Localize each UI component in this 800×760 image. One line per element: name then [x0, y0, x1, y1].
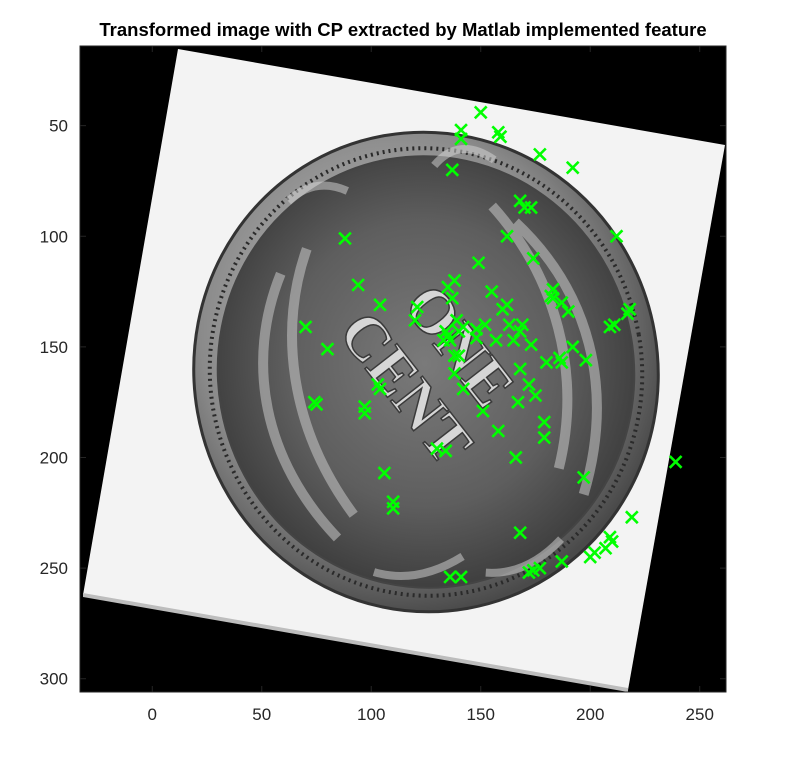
- x-tick-label: 100: [357, 705, 385, 724]
- x-tick-label: 200: [576, 705, 604, 724]
- y-tick-label: 300: [40, 670, 68, 689]
- coin-shadow: [83, 593, 628, 692]
- control-point-marker: [668, 455, 683, 469]
- control-point-marker: [508, 450, 523, 465]
- control-point-marker: [537, 430, 552, 445]
- control-point-marker: [506, 333, 521, 348]
- y-tick-label: 150: [40, 338, 68, 357]
- control-point-marker: [454, 123, 468, 137]
- chart-title: Transformed image with CP extracted by M…: [99, 19, 706, 40]
- x-tick-label: 50: [252, 705, 271, 724]
- y-tick-label: 100: [40, 227, 68, 246]
- control-point-marker: [473, 105, 488, 120]
- control-point-marker: [408, 313, 422, 328]
- control-point-marker: [598, 541, 613, 556]
- control-point-marker: [469, 322, 484, 337]
- y-axis: 50 100 150 200 250 300: [40, 117, 726, 689]
- control-point-marker: [357, 406, 372, 421]
- control-point-marker: [452, 348, 466, 363]
- control-point-marker: [583, 550, 598, 564]
- control-point-marker: [576, 470, 591, 485]
- control-point-marker: [533, 147, 547, 162]
- coin: ONE CENT: [192, 130, 660, 614]
- control-point-marker: [445, 291, 460, 306]
- control-point-marker: [554, 355, 569, 370]
- control-point-marker: [524, 337, 538, 352]
- control-point-marker: [528, 388, 543, 403]
- control-point-marker: [609, 229, 624, 244]
- control-point-marker: [603, 320, 617, 334]
- control-point-marker: [495, 302, 510, 317]
- control-point-marker: [469, 331, 484, 345]
- coin-edge-dots: [207, 146, 645, 598]
- control-point-marker: [489, 333, 503, 348]
- control-point-marker: [338, 231, 352, 246]
- control-point-marker: [447, 348, 462, 363]
- control-point-marker: [493, 129, 508, 144]
- control-point-marker: [443, 570, 457, 584]
- control-point-marker: [320, 342, 335, 356]
- control-point-marker: [500, 229, 514, 244]
- control-point-marker: [513, 525, 527, 540]
- control-point-marker: [561, 304, 576, 319]
- control-point-marker: [624, 510, 639, 525]
- control-point-marker: [484, 284, 499, 299]
- control-point-marker: [447, 273, 462, 288]
- control-point-marker: [579, 353, 593, 367]
- control-point-marker: [526, 563, 541, 578]
- control-point-marker: [565, 160, 580, 175]
- marker-layer: [298, 105, 683, 584]
- control-point-marker: [533, 561, 547, 575]
- control-point-marker: [309, 397, 324, 412]
- control-point-marker: [351, 278, 365, 292]
- x-axis: 0 50 100 150 200 250: [148, 46, 714, 724]
- control-point-marker: [373, 382, 387, 396]
- control-point-marker: [515, 317, 530, 332]
- control-point-marker: [491, 424, 506, 438]
- control-point-marker: [554, 554, 569, 569]
- control-point-marker: [513, 194, 527, 208]
- control-point-marker: [511, 395, 525, 410]
- control-point-marker: [537, 415, 552, 429]
- control-point-marker: [386, 501, 400, 516]
- control-point-marker: [476, 404, 490, 418]
- control-point-marker: [539, 355, 554, 370]
- control-point-marker: [513, 324, 527, 339]
- x-tick-label: 250: [686, 705, 714, 724]
- control-point-marker: [478, 317, 492, 332]
- control-point-marker: [298, 320, 313, 334]
- control-point-marker: [546, 282, 560, 297]
- y-tick-label: 200: [40, 448, 68, 467]
- control-point-marker: [522, 377, 536, 392]
- coin-wreath: [258, 202, 602, 542]
- y-tick-label: 50: [49, 117, 68, 136]
- y-tick-label: 250: [40, 559, 68, 578]
- x-tick-label: 0: [148, 705, 157, 724]
- control-point-marker: [554, 295, 569, 310]
- image-area: ONE CENT: [80, 46, 726, 692]
- control-point-marker: [410, 300, 425, 314]
- control-point-marker: [543, 289, 558, 303]
- control-point-marker: [565, 340, 580, 354]
- control-point-marker: [447, 366, 462, 381]
- control-point-marker: [526, 251, 541, 266]
- control-point-marker: [445, 163, 460, 177]
- axes-box: [79, 45, 727, 693]
- control-point-marker: [502, 317, 517, 332]
- control-point-marker: [513, 362, 527, 376]
- coin-wreath-leaves: [285, 145, 564, 581]
- control-point-marker: [454, 570, 468, 584]
- control-point-marker: [373, 298, 387, 312]
- control-point-marker: [524, 200, 538, 215]
- control-point-marker: [443, 333, 457, 348]
- control-point-marker: [456, 382, 471, 396]
- x-tick-label: 150: [467, 705, 495, 724]
- control-point-marker: [454, 132, 468, 146]
- control-point-marker: [471, 255, 486, 270]
- control-point-marker: [620, 306, 635, 321]
- control-point-marker: [438, 444, 453, 458]
- control-point-marker: [377, 466, 392, 480]
